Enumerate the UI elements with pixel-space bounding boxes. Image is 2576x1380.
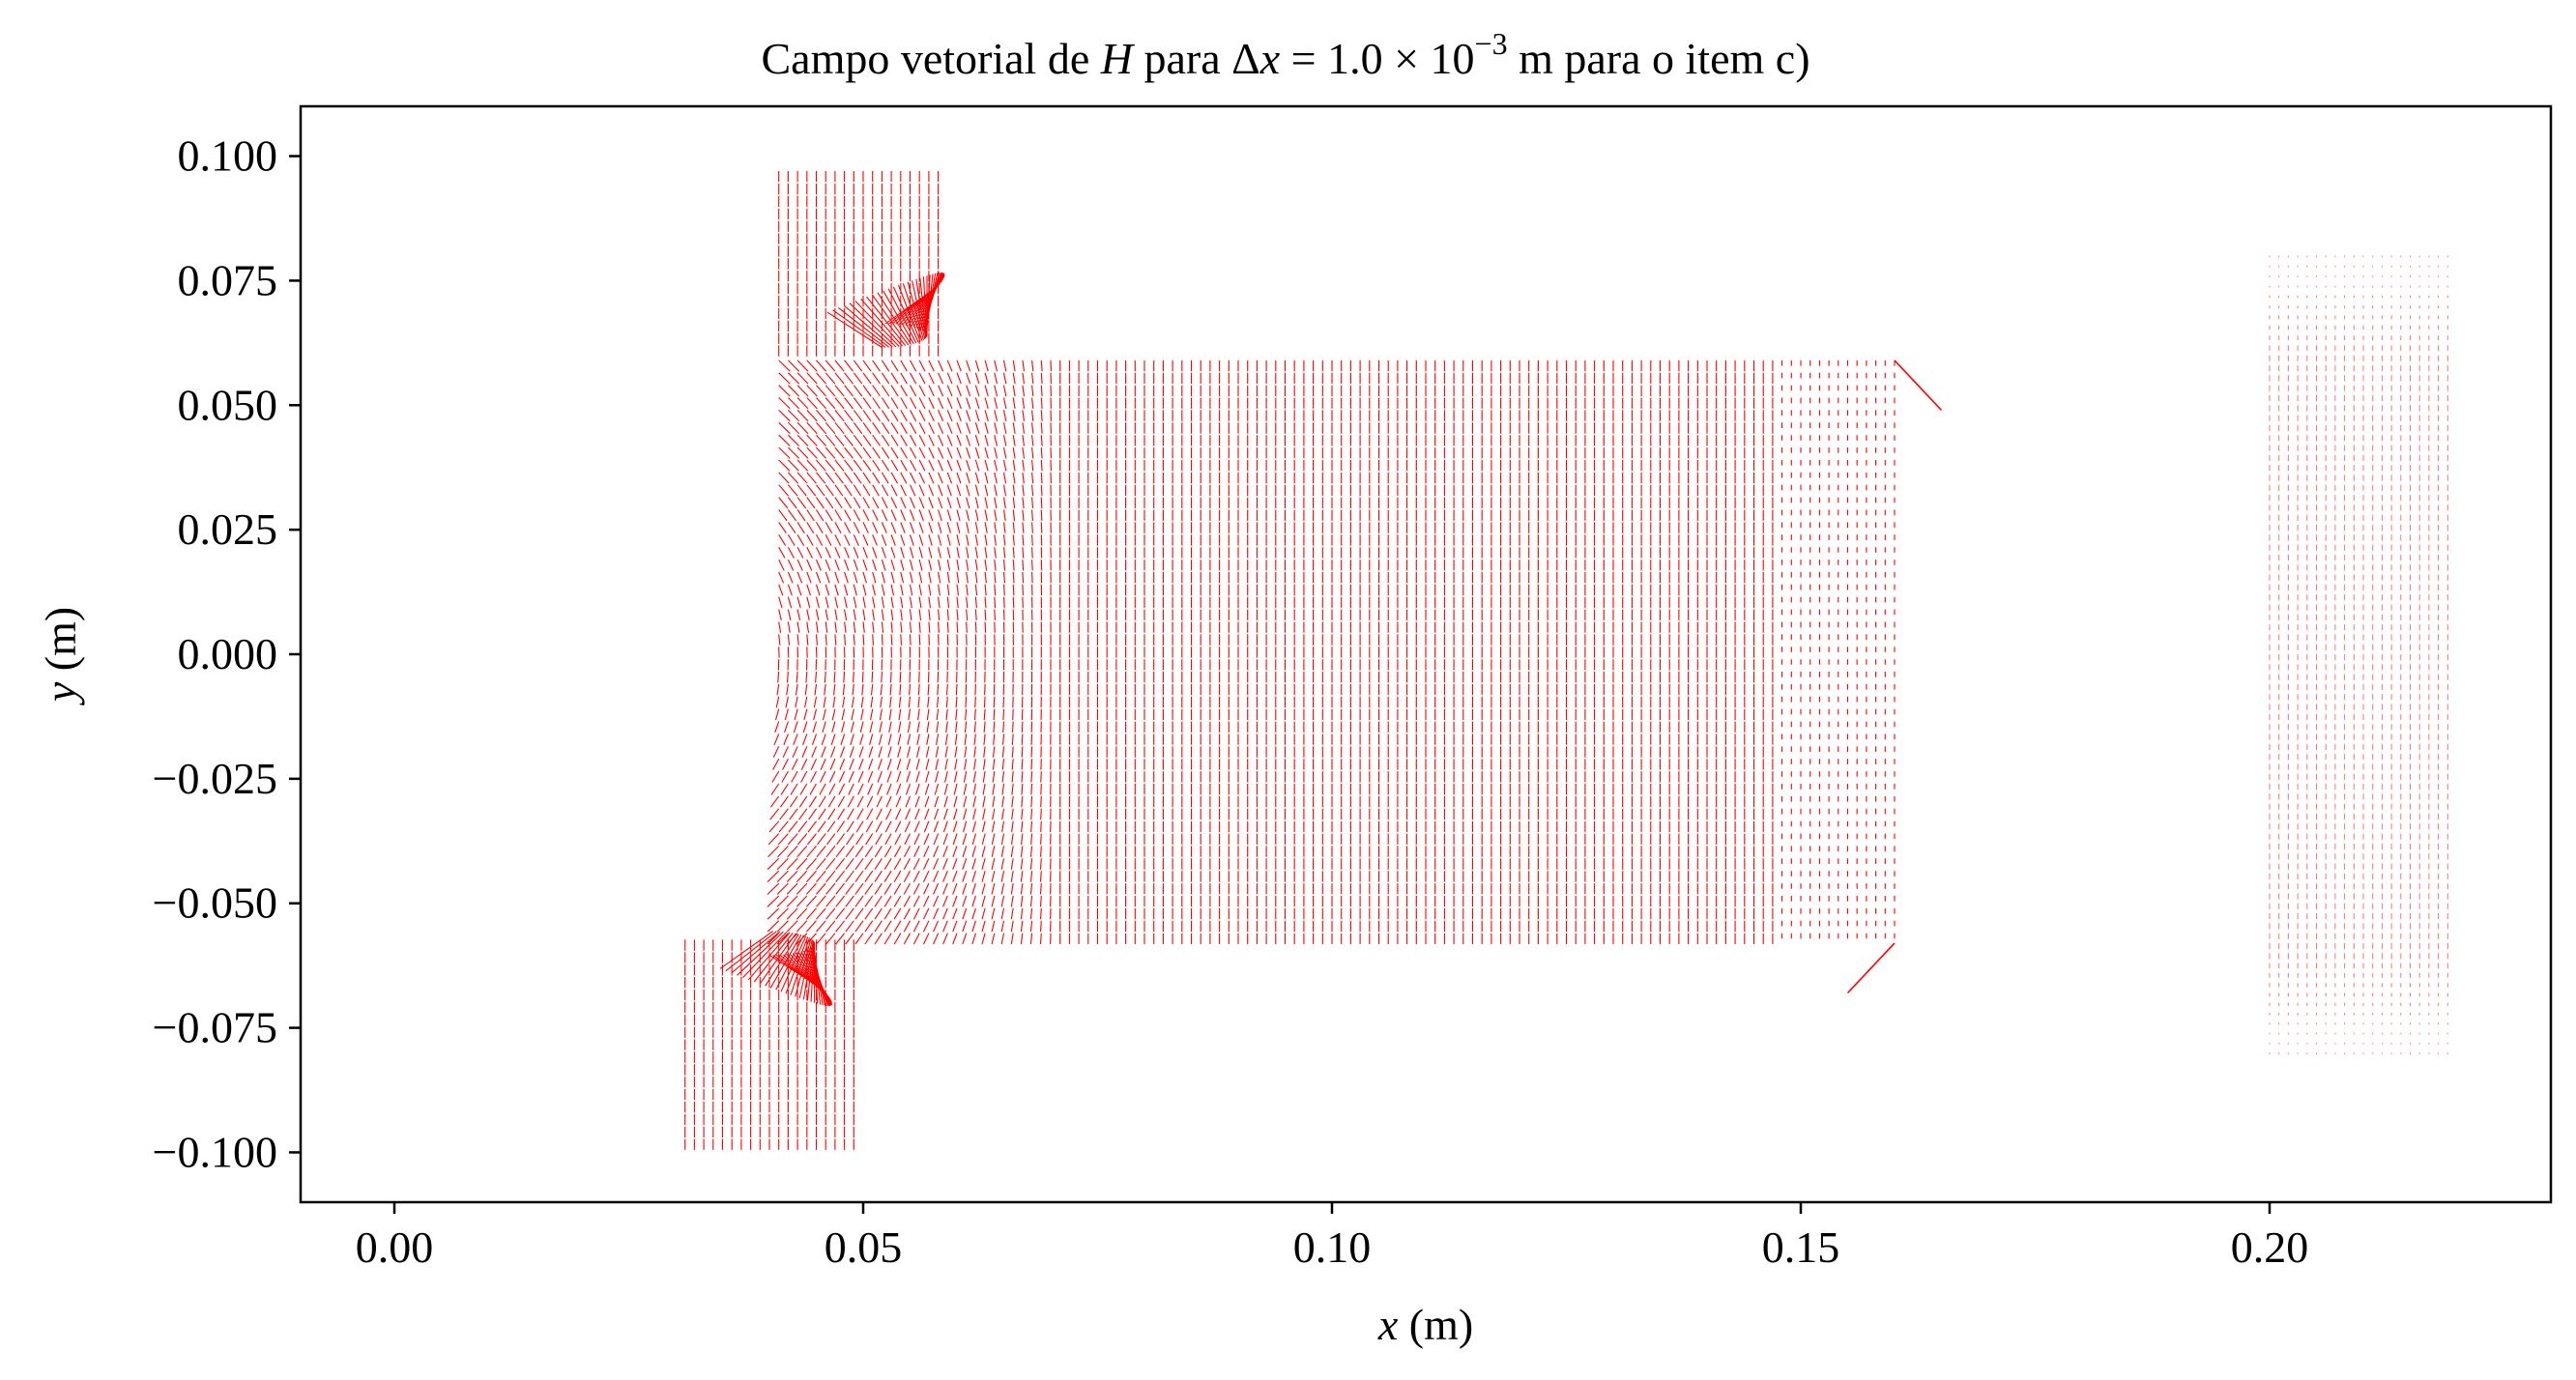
title-dx: x xyxy=(1259,34,1281,83)
title-exp: −3 xyxy=(1475,26,1508,61)
y-tick-label: 0.050 xyxy=(178,380,278,429)
x-tick-label: 0.10 xyxy=(1293,1222,1372,1272)
y-tick-label: −0.025 xyxy=(153,754,277,803)
x-axis-label-var: x xyxy=(1377,1300,1399,1349)
y-tick-label: −0.100 xyxy=(153,1127,277,1176)
y-tick-label: 0.100 xyxy=(178,131,278,181)
quiver-annotation-vector xyxy=(1894,359,1943,411)
y-axis-label-var: y xyxy=(36,681,85,705)
y-axis-label-unit: (m) xyxy=(36,607,85,682)
x-tick-label: 0.20 xyxy=(2231,1222,2309,1272)
y-tick-label: −0.050 xyxy=(153,878,277,928)
y-tick-label: 0.075 xyxy=(178,255,278,304)
y-tick-label: −0.075 xyxy=(153,1003,277,1052)
x-axis-ticks: 0.00 0.05 0.10 0.15 0.20 xyxy=(356,1202,2309,1272)
title-eq: = 1.0 × 10 xyxy=(1280,34,1474,83)
y-axis-ticks: 0.100 0.075 0.050 0.025 0.000 −0.025 −0.050 −0.… xyxy=(153,131,301,1176)
title-var: H xyxy=(1100,34,1136,83)
quiver-arrows-right-block xyxy=(2269,255,2448,1054)
title-mid: para Δ xyxy=(1133,34,1260,83)
y-axis-label: y (m) xyxy=(36,607,85,705)
y-tick-label: 0.000 xyxy=(178,629,278,678)
title-prefix: Campo vetorial de xyxy=(761,34,1100,83)
quiver-annotation-vector xyxy=(1846,942,1896,994)
title-suffix: m para o item c) xyxy=(1508,34,1810,83)
x-tick-label: 0.05 xyxy=(825,1222,903,1272)
quiver-arrows-main xyxy=(684,171,1896,1150)
x-tick-label: 0.00 xyxy=(356,1222,434,1272)
chart-title: Campo vetorial de H para Δx = 1.0 × 10−3… xyxy=(761,26,1809,83)
x-axis-label: x (m) xyxy=(1377,1300,1473,1349)
x-tick-label: 0.15 xyxy=(1762,1222,1840,1272)
x-axis-label-unit: (m) xyxy=(1398,1300,1473,1349)
y-tick-label: 0.025 xyxy=(178,504,278,554)
quiver-field xyxy=(684,171,2448,1150)
